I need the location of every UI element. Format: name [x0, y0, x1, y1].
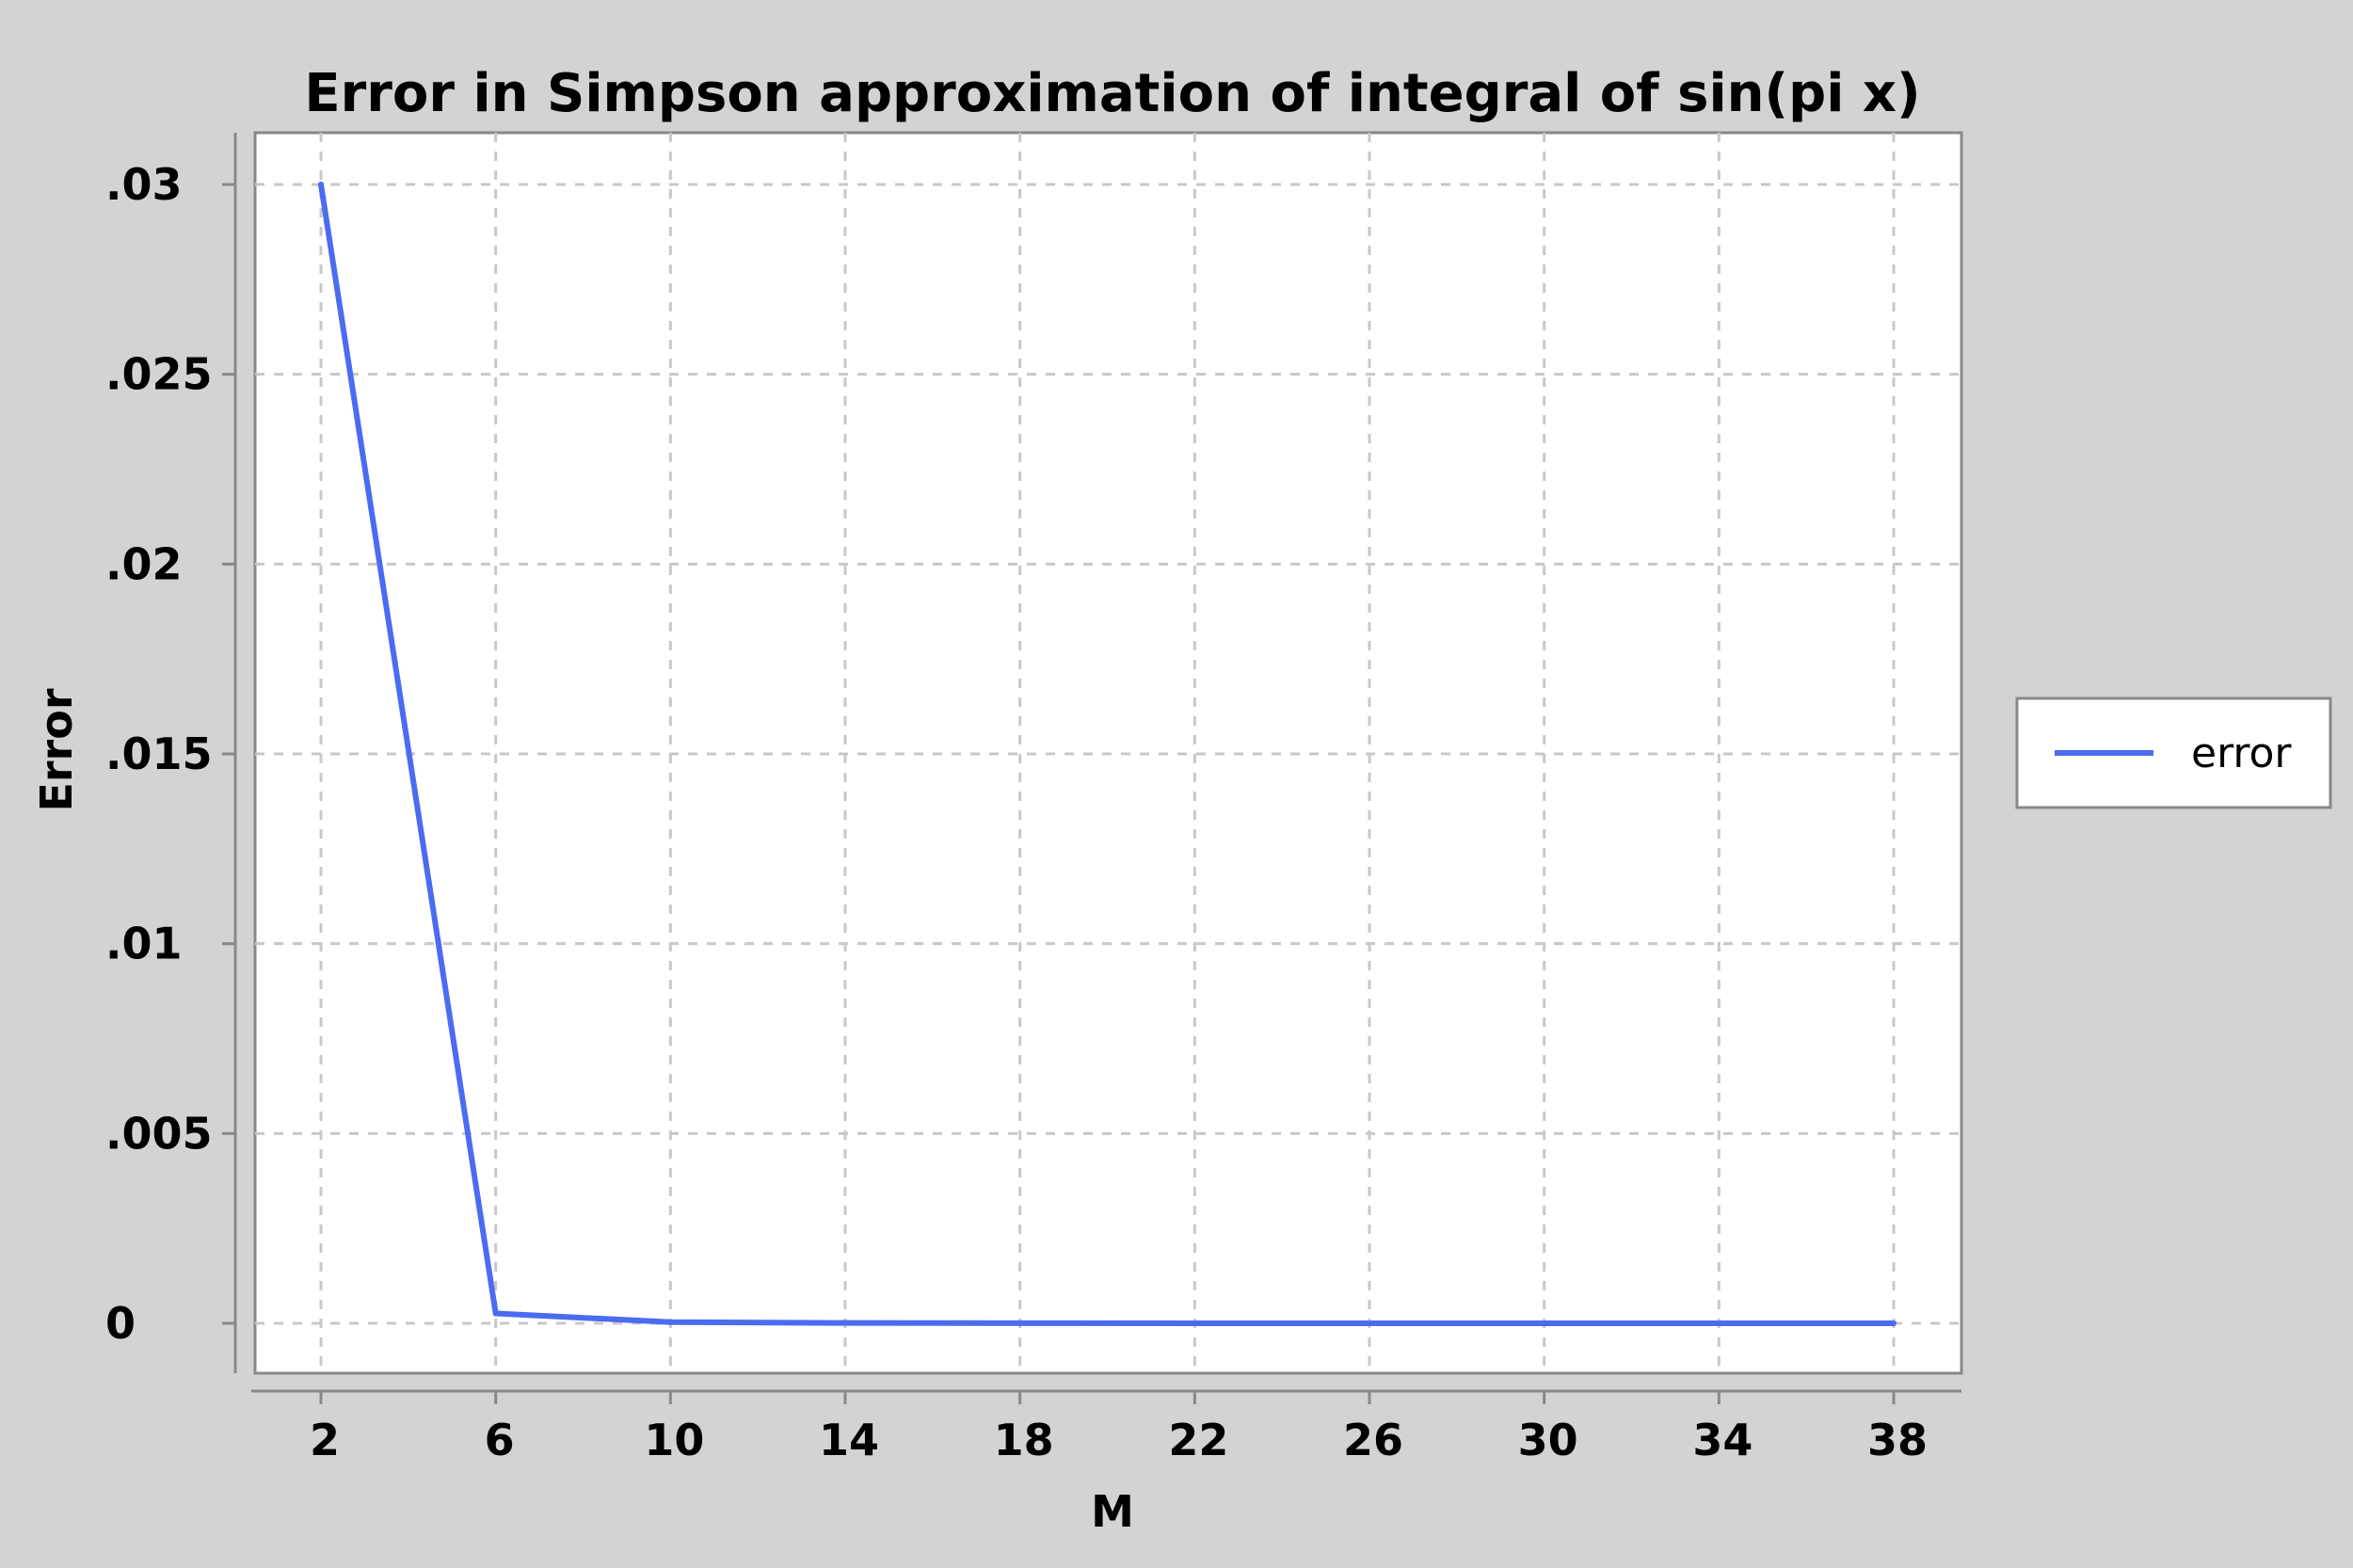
data-point	[492, 1310, 499, 1317]
data-point	[1367, 1320, 1372, 1326]
grid-layer	[255, 133, 1961, 1373]
x-tick-label: 30	[1518, 1415, 1578, 1465]
legend: error	[2015, 696, 2332, 809]
x-axis-label: M	[1091, 1486, 1134, 1537]
x-axis: 2 6 10 14 18 22 26 30 34 38	[251, 1389, 1961, 1465]
x-tick-label: 14	[819, 1415, 879, 1465]
y-axis-label: Error	[31, 688, 82, 811]
y-axis: 0 .005 .01 .015 .02 .025 .03	[105, 133, 237, 1373]
y-tick-label: .005	[105, 1108, 213, 1159]
x-tick-label: 22	[1168, 1415, 1228, 1465]
data-point	[1016, 1320, 1023, 1326]
data-point	[1891, 1320, 1897, 1326]
legend-label-error: error	[2191, 729, 2292, 777]
chart-title: Error in Simpson approximation of integr…	[304, 63, 1920, 124]
x-tick-label: 6	[485, 1415, 515, 1465]
data-point	[842, 1320, 848, 1326]
x-tick-label: 18	[994, 1415, 1054, 1465]
data-point	[1716, 1320, 1722, 1326]
data-point	[1192, 1320, 1198, 1326]
series-layer	[318, 182, 1897, 1326]
x-tick-label: 34	[1692, 1415, 1753, 1465]
x-tick-label: 38	[1867, 1415, 1928, 1465]
x-tick-label: 2	[310, 1415, 340, 1465]
series-line-error	[318, 182, 1897, 1326]
x-tick-label: 10	[644, 1415, 704, 1465]
data-point	[1541, 1320, 1547, 1326]
y-tick-label: 0	[105, 1298, 136, 1349]
data-point	[318, 182, 324, 187]
y-tick-label: .025	[105, 349, 213, 400]
y-tick-label: .01	[105, 919, 183, 969]
data-point	[667, 1319, 674, 1325]
y-tick-label: .03	[105, 159, 183, 210]
x-tick-label: 26	[1343, 1415, 1403, 1465]
y-tick-label: .02	[105, 538, 183, 589]
y-tick-label: .015	[105, 728, 213, 779]
